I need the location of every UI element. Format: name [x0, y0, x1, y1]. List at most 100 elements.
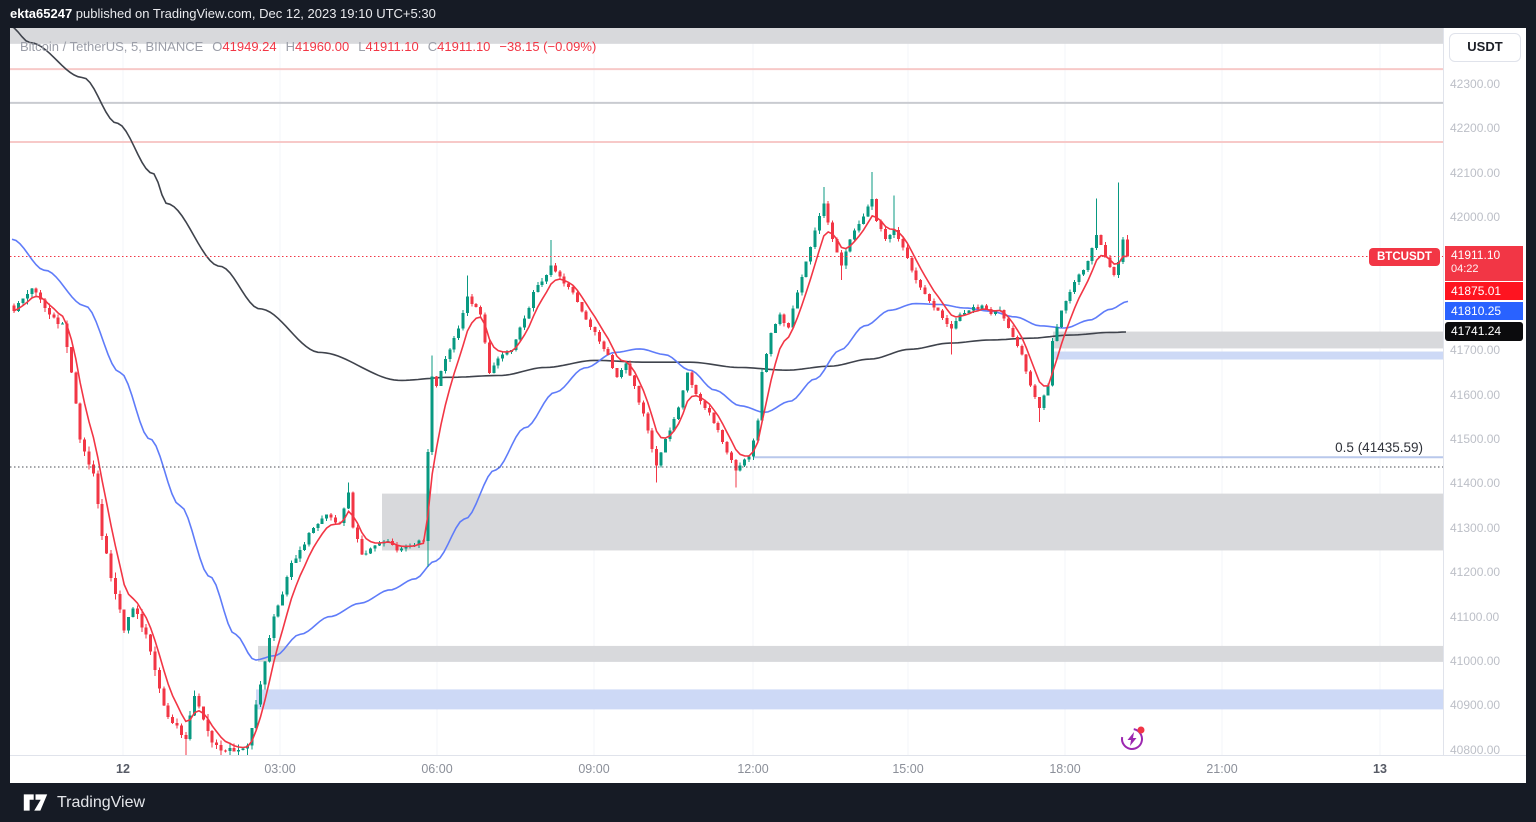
candle-body — [923, 287, 927, 295]
candle-body — [1117, 261, 1121, 275]
zone-top-gray — [10, 28, 1443, 44]
ma-red-label: 41875.01 — [1445, 282, 1523, 300]
candle-body — [157, 670, 161, 689]
mid-ma-line — [11, 238, 1129, 661]
candle-body — [206, 719, 210, 731]
time-axis[interactable]: 12 03:00 06:00 09:00 12:00 15:00 18:00 21:00 13 — [10, 755, 1526, 783]
candle-body — [707, 407, 711, 413]
candle-body — [721, 430, 725, 442]
candles-layer — [12, 172, 1129, 755]
candle-body — [910, 258, 914, 271]
candle-body — [87, 451, 91, 465]
time-tick: 03:00 — [264, 762, 296, 776]
ma-blue-label: 41810.25 — [1445, 302, 1523, 320]
candle-body — [333, 517, 337, 523]
candle-body — [1095, 235, 1099, 248]
candle-body — [1046, 385, 1050, 396]
candle-body — [12, 305, 16, 311]
candle-body — [958, 314, 962, 322]
ohlc-field-label: O — [212, 39, 223, 54]
candle-body — [21, 298, 25, 304]
candle-body — [971, 306, 975, 311]
candle-body — [650, 430, 654, 450]
candle-body — [633, 375, 637, 387]
candle-body — [479, 306, 483, 315]
candle-body — [232, 748, 236, 752]
candle-body — [399, 548, 403, 551]
candle-body — [171, 716, 175, 723]
zone-41000-gray — [258, 645, 1443, 662]
grid-layer — [122, 28, 1381, 755]
candle-body — [800, 277, 804, 293]
ohlc-field-value: 41949.24 — [222, 39, 277, 54]
candle-body — [1002, 309, 1006, 319]
candle-body — [734, 459, 738, 471]
candle-body — [122, 609, 126, 631]
levels-layer — [10, 68, 1443, 459]
candle-body — [215, 742, 219, 745]
ohlc-values: O41949.24 H41960.00 L41911.10 C41911.10 — [203, 39, 490, 54]
candle-body — [1090, 247, 1094, 261]
candle-body — [259, 684, 263, 705]
candle-body — [1020, 345, 1024, 355]
candle-body — [571, 286, 575, 293]
candle-body — [765, 354, 769, 373]
candle-body — [545, 275, 549, 282]
candle-body — [285, 576, 289, 595]
chart-legend[interactable]: Bitcoin / TetherUS, 5, BINANCE O41949.24 H… — [20, 39, 596, 54]
candle-body — [1015, 336, 1019, 346]
candle-body — [505, 352, 509, 355]
candle-body — [716, 423, 720, 431]
candle-body — [316, 523, 320, 528]
candle-body — [646, 413, 650, 431]
candle-body — [1051, 341, 1055, 386]
candle-body — [985, 305, 989, 310]
candle-body — [443, 359, 447, 371]
ohlc-field-value: 41911.10 — [437, 39, 491, 54]
streak-icon[interactable] — [1120, 726, 1145, 751]
candle-body — [663, 439, 667, 453]
overlay-layer — [10, 255, 1443, 468]
candle-body — [276, 605, 280, 617]
candle-body — [457, 328, 461, 338]
zone-40900-blue — [256, 689, 1443, 710]
candle-body — [355, 527, 359, 539]
candle-body — [43, 299, 47, 308]
candle-body — [109, 553, 113, 579]
candle-body — [602, 341, 606, 349]
candle-body — [703, 401, 707, 408]
candle-body — [69, 347, 73, 373]
candle-body — [597, 332, 601, 342]
candle-body — [1042, 395, 1046, 409]
ohlc-field-value: 41911.10 — [365, 39, 419, 54]
candle-body — [641, 402, 645, 414]
candle-body — [606, 348, 610, 356]
candle-body — [140, 613, 144, 628]
tradingview-wordmark[interactable]: TradingView — [57, 793, 146, 811]
candle-body — [694, 384, 698, 395]
candle-body — [430, 376, 434, 453]
candle-body — [417, 540, 421, 546]
candle-body — [769, 332, 773, 355]
candle-body — [826, 203, 830, 223]
candle-body — [527, 307, 531, 319]
time-tick: 12 — [116, 762, 130, 776]
tradingview-logo-icon[interactable] — [22, 792, 49, 813]
candle-body — [861, 216, 865, 224]
price-axis[interactable]: USDT 42300.00 42200.00 42100.00 42000.00 417… — [1443, 28, 1526, 757]
candle-body — [91, 464, 95, 474]
time-tick: 18:00 — [1049, 762, 1081, 776]
candle-body — [954, 321, 958, 329]
candle-body — [795, 292, 799, 309]
candle-body — [1055, 326, 1059, 342]
currency-toggle-button[interactable]: USDT — [1449, 33, 1521, 62]
zone-41300-gray — [382, 493, 1443, 551]
change-value: −38.15 (−0.09%) — [499, 39, 597, 54]
publish-bar: ekta65247 published on TradingView.com, … — [0, 0, 1536, 28]
candle-body — [580, 302, 584, 312]
candle-body — [184, 735, 188, 740]
price-tick: 41000.00 — [1450, 654, 1501, 668]
candle-body — [518, 327, 522, 340]
candle-body — [118, 594, 122, 610]
plot-svg[interactable]: 0.5 (41435.59) — [10, 28, 1443, 755]
